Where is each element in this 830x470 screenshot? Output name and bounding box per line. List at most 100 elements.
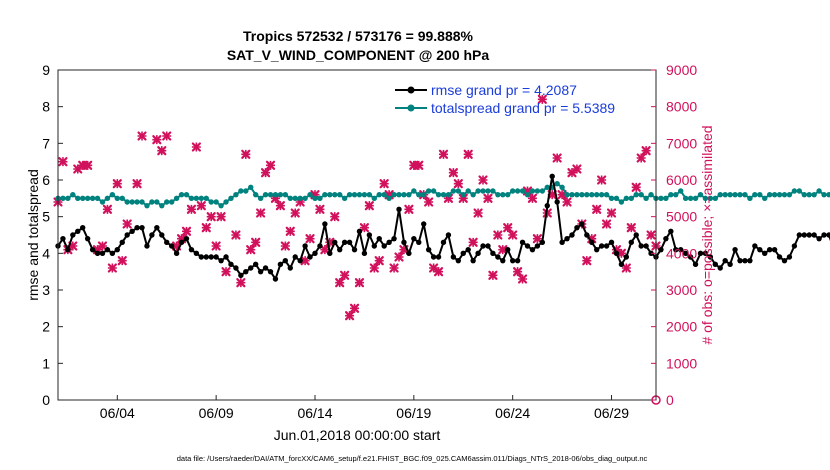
obs-assimilated-marker (532, 234, 542, 244)
y-right-tick-label: 6000 (666, 172, 697, 188)
y-right-tick-label: 4000 (666, 245, 697, 261)
rmse-point (149, 232, 155, 238)
totalspread-point (539, 188, 546, 194)
totalspread-point (193, 195, 200, 202)
totalspread-point (425, 188, 432, 194)
rmse-point (99, 250, 106, 257)
rmse-point (766, 246, 773, 253)
totalspread-point (559, 184, 565, 191)
totalspread-point (658, 195, 664, 202)
totalspread-point (223, 199, 229, 205)
obs-assimilated-marker (488, 270, 498, 280)
totalspread-point (732, 191, 738, 198)
totalspread-point (628, 195, 634, 202)
obs-assimilated-marker (552, 153, 562, 163)
totalspread-point (89, 195, 96, 202)
obs-assimilated-marker (137, 131, 147, 141)
totalspread-point (84, 195, 91, 202)
rmse-point (435, 254, 442, 260)
obs-assimilated-marker (453, 179, 463, 189)
rmse-point (589, 239, 595, 246)
rmse-point (430, 254, 437, 260)
obs-assimilated-marker (290, 208, 300, 218)
rmse-point (554, 199, 560, 205)
y-right-tick-label: 9000 (666, 62, 697, 78)
totalspread-point (771, 191, 778, 198)
totalspread-point (821, 191, 827, 198)
rmse-point (411, 235, 417, 242)
obs-assimilated-marker (344, 311, 355, 321)
obs-assimilated-marker (206, 212, 216, 222)
totalspread-point (238, 188, 244, 194)
obs-assimilated-marker (478, 175, 488, 185)
rmse-point (579, 221, 585, 227)
rmse-point (559, 239, 565, 246)
rmse-point (480, 243, 486, 249)
rmse-point (307, 254, 313, 260)
totalspread-point (796, 188, 803, 194)
rmse-point (332, 239, 338, 246)
rmse-point (134, 224, 140, 231)
totalspread-point (584, 191, 590, 198)
totalspread-point (435, 191, 442, 198)
rmse-point (228, 261, 234, 268)
totalspread-point (500, 191, 506, 198)
obs-assimilated-marker (601, 219, 612, 229)
rmse-point (821, 232, 827, 238)
rmse-point (633, 232, 639, 238)
rmse-point (534, 243, 541, 249)
obs-assimilated-marker (152, 135, 162, 145)
totalspread-point (322, 191, 328, 198)
obs-assimilated-marker (473, 208, 483, 218)
totalspread-point (702, 195, 709, 202)
obs-count-markers (53, 94, 661, 405)
totalspread-point (114, 195, 121, 202)
totalspread-point (361, 191, 368, 198)
obs-assimilated-marker (256, 208, 266, 218)
rmse-point (440, 239, 447, 246)
obs-assimilated-marker (646, 230, 656, 240)
obs-assimilated-marker (433, 267, 444, 277)
rmse-point (70, 232, 76, 238)
obs-assimilated-marker (359, 223, 370, 233)
rmse-point (302, 243, 308, 249)
totalspread-point (312, 195, 318, 202)
totalspread-point (781, 191, 788, 198)
chart-subtitle: SAT_V_WIND_COMPONENT @ 200 hPa (227, 47, 490, 63)
rmse-point (341, 239, 348, 246)
rmse-point (124, 232, 130, 238)
rmse-point (801, 232, 807, 238)
totalspread-point (816, 188, 822, 194)
footer-data-file: data file: /Users/raeder/DAI/ATM_forcXX/… (177, 454, 648, 463)
rmse-point (490, 250, 496, 257)
totalspread-point (712, 195, 719, 202)
rmse-point (509, 257, 516, 264)
totalspread-point (282, 191, 289, 198)
totalspread-point (554, 180, 560, 187)
totalspread-point (717, 191, 723, 198)
obs-assimilated-marker (374, 256, 384, 266)
rmse-point (806, 232, 812, 238)
rmse-point (584, 232, 590, 238)
totalspread-point (302, 195, 308, 202)
obs-assimilated-marker (606, 208, 617, 218)
totalspread-point (589, 191, 595, 198)
totalspread-point (332, 191, 338, 198)
obs-assimilated-marker (97, 241, 108, 251)
obs-assimilated-marker (221, 267, 231, 277)
totalspread-point (811, 191, 817, 198)
totalspread-point (643, 195, 649, 202)
rmse-point (737, 257, 743, 264)
rmse-point (514, 257, 521, 264)
totalspread-point (762, 195, 768, 202)
totalspread-point (356, 191, 363, 198)
totalspread-point (188, 195, 195, 202)
totalspread-point (75, 195, 81, 202)
totalspread-point (65, 195, 71, 202)
rmse-point (658, 246, 664, 253)
totalspread-point (618, 199, 625, 205)
obs-assimilated-marker (364, 201, 374, 211)
rmse-point (173, 250, 180, 257)
rmse-point (386, 239, 392, 246)
rmse-point (416, 239, 422, 246)
